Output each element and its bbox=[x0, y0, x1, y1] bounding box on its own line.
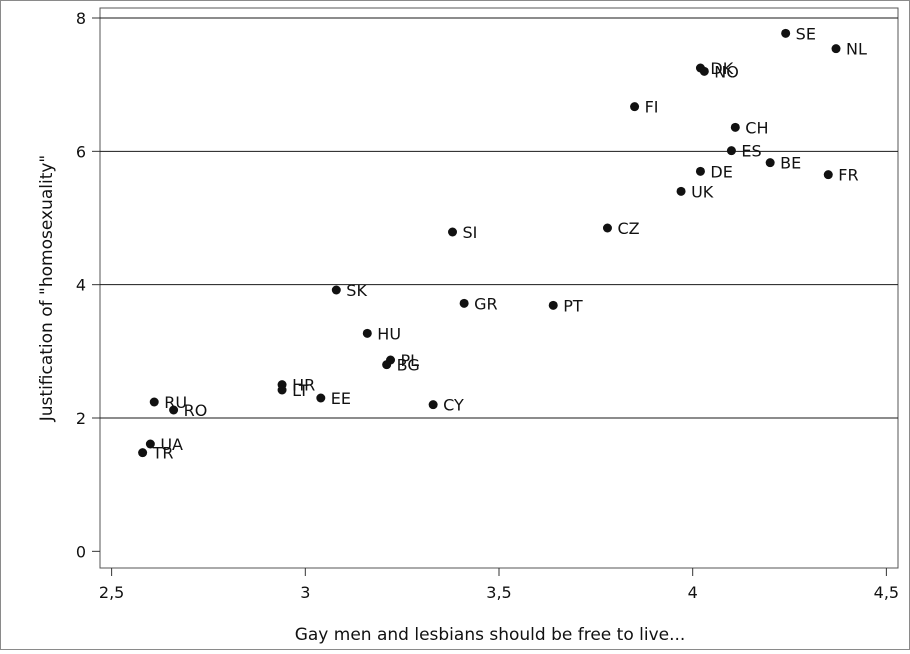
point-label: HR bbox=[292, 376, 315, 395]
x-tick-label: 3 bbox=[300, 583, 310, 602]
data-point bbox=[548, 300, 558, 310]
point-label: NL bbox=[846, 40, 867, 59]
point-label: PT bbox=[563, 296, 583, 315]
point-label: CY bbox=[443, 396, 464, 415]
point-label: SI bbox=[463, 223, 478, 242]
y-tick-label: 0 bbox=[76, 542, 86, 561]
point-label: ES bbox=[741, 142, 761, 161]
data-point bbox=[145, 439, 155, 449]
point-label: DE bbox=[710, 162, 732, 181]
data-point bbox=[277, 385, 287, 395]
data-point bbox=[138, 448, 148, 458]
data-point bbox=[362, 328, 372, 338]
y-tick-label: 2 bbox=[76, 409, 86, 428]
point-label: LT bbox=[292, 381, 309, 400]
data-point bbox=[695, 166, 705, 176]
point-label: CZ bbox=[617, 219, 639, 238]
point-label: UA bbox=[160, 435, 183, 454]
x-tick-label: 2,5 bbox=[99, 583, 124, 602]
point-label: PL bbox=[401, 351, 420, 370]
point-label: EE bbox=[331, 389, 351, 408]
data-point bbox=[169, 405, 179, 415]
data-point bbox=[459, 298, 469, 308]
data-point bbox=[331, 285, 341, 295]
point-label: NO bbox=[714, 62, 739, 81]
data-point bbox=[765, 158, 775, 168]
point-label: GR bbox=[474, 294, 498, 313]
point-label: FI bbox=[645, 98, 659, 117]
point-label: SE bbox=[796, 24, 816, 43]
data-point bbox=[831, 44, 841, 54]
data-point bbox=[726, 146, 736, 156]
x-tick-label: 3,5 bbox=[486, 583, 511, 602]
y-tick-label: 6 bbox=[76, 142, 86, 161]
point-label: RO bbox=[184, 401, 208, 420]
point-label: DK bbox=[710, 59, 733, 78]
data-point bbox=[316, 393, 326, 403]
point-label: HU bbox=[377, 324, 401, 343]
data-point bbox=[630, 102, 640, 112]
data-point bbox=[781, 28, 791, 38]
point-label: UK bbox=[691, 182, 714, 201]
point-label: CH bbox=[745, 118, 768, 137]
data-point bbox=[428, 400, 438, 410]
x-axis: 2,5 3 3,5 4 4,5 bbox=[99, 568, 899, 602]
data-point bbox=[699, 66, 709, 76]
data-point bbox=[676, 186, 686, 196]
data-point bbox=[149, 397, 159, 407]
data-point bbox=[382, 360, 392, 370]
x-axis-label: Gay men and lesbians should be free to l… bbox=[295, 625, 686, 645]
data-point bbox=[730, 122, 740, 132]
point-label: FR bbox=[838, 166, 858, 185]
x-tick-label: 4,5 bbox=[874, 583, 899, 602]
data-point bbox=[823, 170, 833, 180]
data-point bbox=[448, 227, 458, 237]
y-axis-label: Justification of "homosexuality" bbox=[37, 155, 57, 422]
y-tick-label: 8 bbox=[76, 9, 86, 28]
point-label: TR bbox=[152, 444, 174, 463]
gridlines bbox=[100, 17, 898, 419]
y-tick-label: 4 bbox=[76, 276, 86, 295]
point-label: BE bbox=[780, 154, 801, 173]
y-axis: 0 2 4 6 8 bbox=[76, 9, 100, 561]
point-label: BG bbox=[397, 356, 420, 375]
data-point bbox=[602, 223, 612, 233]
point-label: RU bbox=[164, 393, 187, 412]
point-label: SK bbox=[346, 281, 367, 300]
x-tick-label: 4 bbox=[688, 583, 698, 602]
